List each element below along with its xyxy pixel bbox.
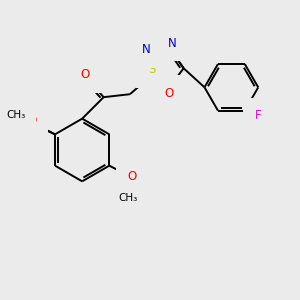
Text: O: O: [165, 87, 174, 100]
Text: CH₃: CH₃: [6, 110, 25, 120]
Text: O: O: [27, 114, 37, 128]
Text: F: F: [255, 110, 262, 122]
Text: O: O: [80, 68, 89, 81]
Text: N: N: [142, 43, 151, 56]
Text: N: N: [168, 37, 177, 50]
Text: S: S: [148, 63, 156, 76]
Text: O: O: [23, 117, 32, 127]
Text: CH₃: CH₃: [1, 109, 19, 119]
Text: CH₃: CH₃: [118, 193, 137, 202]
Text: O: O: [128, 170, 137, 183]
